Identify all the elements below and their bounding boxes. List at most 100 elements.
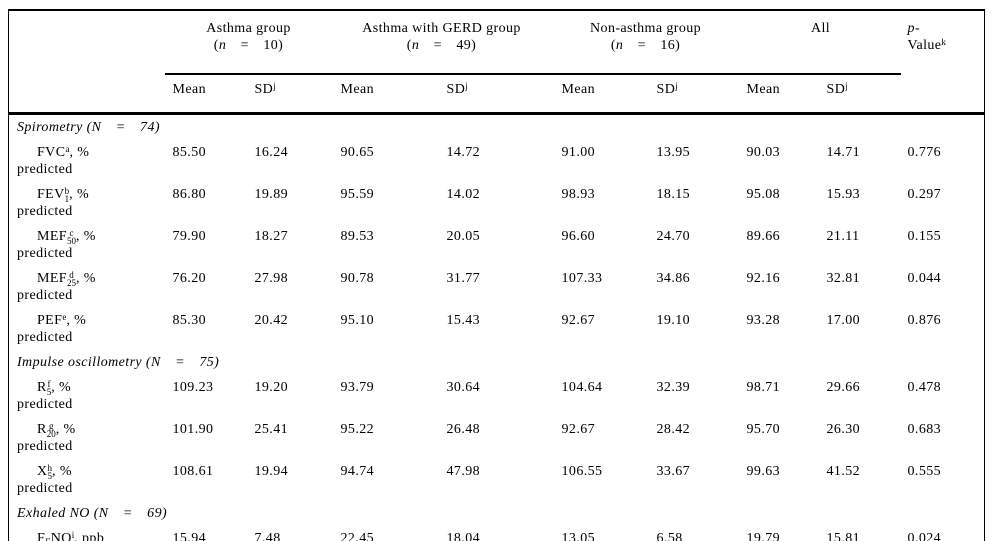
table-body: Spirometry (N = 74) FVCa, % predicted 85.50… xyxy=(9,114,985,541)
mean-header: Mean xyxy=(340,82,374,97)
cell-sd: 14.72 xyxy=(446,145,481,160)
cell-mean: 109.23 xyxy=(172,380,214,395)
cell-mean: 106.55 xyxy=(561,464,603,479)
cell-mean: 13.05 xyxy=(561,531,596,541)
row-label: FVCa, % predicted xyxy=(17,144,90,178)
empty-header-cell xyxy=(9,10,165,114)
cell-mean: 92.16 xyxy=(746,271,781,286)
mean-header: Mean xyxy=(746,82,781,97)
cell-pvalue: 0.155 xyxy=(907,229,942,244)
cell-sd: 15.93 xyxy=(826,187,861,202)
row-label: MEF c 50, % predicted xyxy=(17,227,96,261)
sd-header: SDj xyxy=(656,81,678,98)
cell-mean: 95.08 xyxy=(746,187,781,202)
group-n: (n = 16) xyxy=(610,38,681,53)
group-name: All xyxy=(810,21,831,36)
group-n: (n = 49) xyxy=(406,38,477,53)
cell-sd: 7.48 xyxy=(254,531,281,541)
data-row: FEV b 1, % predicted 86.80 19.89 95.59 14.02 98.… xyxy=(9,182,985,224)
cell-sd: 33.67 xyxy=(656,464,691,479)
cell-mean: 85.30 xyxy=(172,313,206,328)
cell-mean: 76.20 xyxy=(172,271,206,286)
cell-mean: 104.64 xyxy=(561,380,603,395)
cell-sd: 18.04 xyxy=(446,531,481,541)
cell-pvalue: 0.044 xyxy=(907,271,942,286)
group-name: Asthma group xyxy=(206,21,291,36)
cell-mean: 95.70 xyxy=(746,422,781,437)
cell-sd: 26.48 xyxy=(446,422,481,437)
p-value-header: p- Valuek xyxy=(907,21,946,53)
cell-sd: 14.02 xyxy=(446,187,481,202)
cell-sd: 20.05 xyxy=(446,229,481,244)
group-header-asthma: Asthma group (n = 10) xyxy=(164,10,333,75)
sd-header: SDj xyxy=(826,81,848,98)
cell-sd: 19.10 xyxy=(656,313,691,328)
cell-mean: 15.94 xyxy=(172,531,206,541)
cell-mean: 107.33 xyxy=(561,271,603,286)
cell-sd: 32.81 xyxy=(826,271,861,286)
cell-mean: 85.50 xyxy=(172,145,206,160)
cell-pvalue: 0.297 xyxy=(907,187,942,202)
group-header-all: All xyxy=(740,10,901,75)
row-label: MEF d 25, % predicted xyxy=(17,269,96,303)
cell-mean: 90.65 xyxy=(340,145,375,160)
section-label: Exhaled NO (N = 69) xyxy=(17,506,168,521)
cell-mean: 22.45 xyxy=(340,531,375,541)
cell-pvalue: 0.555 xyxy=(907,464,942,479)
cell-mean: 90.03 xyxy=(746,145,781,160)
data-row: FENOi, ppb 15.94 7.48 22.45 18.04 13.05 6.58 19… xyxy=(9,526,985,541)
group-n: (n = 10) xyxy=(213,38,284,53)
group-header-asthma-gerd: Asthma with GERD group (n = 49) xyxy=(332,10,551,75)
cell-sd: 29.66 xyxy=(826,380,861,395)
cell-sd: 19.89 xyxy=(254,187,288,202)
cell-sd: 27.98 xyxy=(254,271,288,286)
cell-mean: 94.74 xyxy=(340,464,375,479)
section-row: Impulse oscillometry (N = 75) xyxy=(9,350,985,375)
table-header: Asthma group (n = 10) Asthma with GERD g… xyxy=(8,10,985,114)
cell-sd: 47.98 xyxy=(446,464,481,479)
section-row: Spirometry (N = 74) xyxy=(9,114,985,141)
cell-sd: 26.30 xyxy=(826,422,861,437)
mean-header: Mean xyxy=(561,82,596,97)
cell-pvalue: 0.478 xyxy=(907,380,942,395)
cell-pvalue: 0.683 xyxy=(907,422,942,437)
cell-mean: 86.80 xyxy=(172,187,206,202)
cell-mean: 91.00 xyxy=(561,145,596,160)
group-name: Asthma with GERD group xyxy=(362,21,521,36)
sd-header: SDj xyxy=(446,81,468,98)
cell-mean: 93.79 xyxy=(340,380,375,395)
cell-mean: 90.78 xyxy=(340,271,375,286)
data-row: PEFe, % predicted 85.30 20.42 95.10 15.43 92.6… xyxy=(9,308,985,350)
cell-pvalue: 0.876 xyxy=(907,313,942,328)
row-label: FEV b 1, % predicted xyxy=(17,185,90,219)
cell-sd: 25.41 xyxy=(254,422,288,437)
cell-sd: 18.27 xyxy=(254,229,288,244)
cell-mean: 93.28 xyxy=(746,313,781,328)
cell-sd: 24.70 xyxy=(656,229,691,244)
data-row: MEF d 25, % predicted 76.20 27.98 90.78 31.77 10… xyxy=(9,266,985,308)
subheader-row: Mean SDj Mean SDj Mean SDj Mean SDj xyxy=(9,74,985,114)
cell-sd: 20.42 xyxy=(254,313,288,328)
cell-mean: 108.61 xyxy=(172,464,214,479)
row-label: FENOi, ppb xyxy=(37,530,105,541)
cell-mean: 19.79 xyxy=(746,531,781,541)
cell-sd: 41.52 xyxy=(826,464,861,479)
cell-mean: 98.93 xyxy=(561,187,596,202)
section-label: Spirometry (N = 74) xyxy=(17,120,160,135)
cell-sd: 32.39 xyxy=(656,380,691,395)
mean-header: Mean xyxy=(172,82,206,97)
section-row: Exhaled NO (N = 69) xyxy=(9,501,985,526)
sd-header: SDj xyxy=(254,81,276,98)
cell-pvalue: 0.024 xyxy=(907,531,942,541)
cell-sd: 28.42 xyxy=(656,422,691,437)
cell-sd: 16.24 xyxy=(254,145,288,160)
cell-sd: 6.58 xyxy=(656,531,683,541)
section-label: Impulse oscillometry (N = 75) xyxy=(17,355,220,370)
cell-mean: 99.63 xyxy=(746,464,781,479)
cell-sd: 14.71 xyxy=(826,145,861,160)
